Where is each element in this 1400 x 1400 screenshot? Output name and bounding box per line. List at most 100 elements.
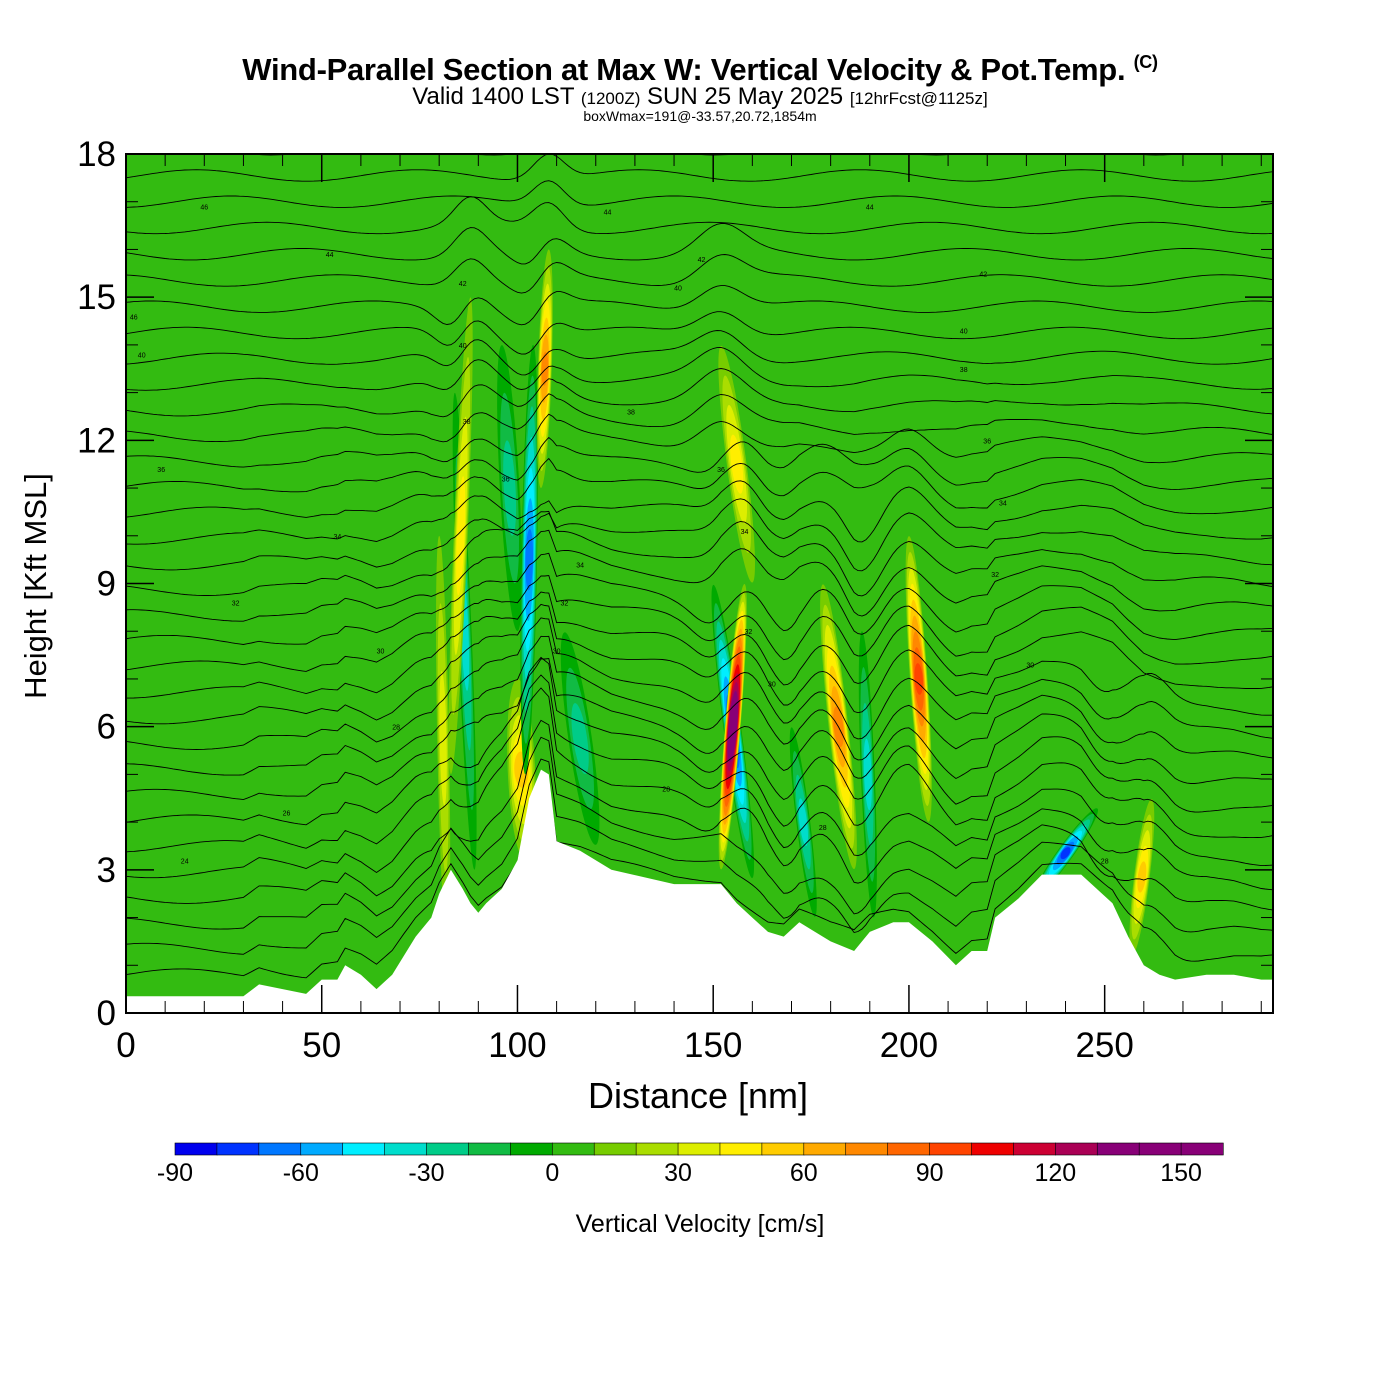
colorbar-segment — [510, 1142, 553, 1156]
theta-isentrope — [126, 674, 1273, 853]
velocity-band — [858, 631, 877, 918]
y-tick-label: 9 — [97, 565, 116, 604]
theta-isentrope — [126, 575, 1273, 672]
chart-subtitle: Valid 1400 LST (1200Z) SUN 25 May 2025 [… — [0, 83, 1400, 111]
theta-contour-label: 34 — [741, 529, 749, 536]
theta-contour-label: 40 — [138, 352, 146, 359]
theta-contour-label: 28 — [1101, 858, 1109, 865]
theta-contour-label: 28 — [662, 787, 670, 794]
x-tick-label: 150 — [684, 1026, 742, 1065]
theta-isentrope — [126, 254, 1273, 294]
colorbar-segment — [216, 1142, 260, 1156]
velocity-band — [497, 345, 523, 632]
theta-contour-label: 32 — [745, 629, 753, 636]
theta-isentrope — [126, 617, 1273, 750]
theta-contour-label: 40 — [459, 343, 467, 350]
theta-isentrope — [126, 180, 1273, 208]
theta-isentrope — [126, 154, 1273, 182]
theta-isentrope — [126, 591, 1273, 699]
theta-isentrope — [126, 781, 1273, 979]
theta-contour-label: 34 — [999, 500, 1007, 507]
velocity-contour-fill — [541, 351, 549, 386]
terrain — [126, 769, 1273, 1013]
theta-contour-label: 36 — [717, 467, 725, 474]
x-tick-label: 200 — [880, 1026, 938, 1065]
y-tick-label: 12 — [77, 421, 116, 460]
colorbar-tick-label: 30 — [664, 1159, 692, 1187]
theta-isentrope — [126, 285, 1273, 326]
velocity-contour-fill — [914, 663, 923, 695]
theta-contour-label: 38 — [960, 367, 968, 374]
theta-isentrope — [126, 758, 1273, 955]
theta-contour-label: 44 — [604, 209, 612, 216]
box-wmax-info: boxWmax=191@-33.57,20.72,1854m — [583, 108, 817, 124]
colorbar-tick-label: 120 — [1034, 1159, 1076, 1187]
colorbar-segment — [1013, 1142, 1056, 1156]
colorbar-segment — [719, 1142, 763, 1156]
velocity-contour-fill — [729, 717, 737, 736]
colorbar-tick-label: 90 — [916, 1159, 944, 1187]
theta-contour-label: 38 — [627, 410, 635, 417]
field-background — [126, 154, 1273, 1013]
theta-isentrope — [126, 368, 1273, 418]
theta-contour-label: 30 — [377, 648, 385, 655]
theta-isentrope — [126, 480, 1273, 545]
theta-contour-label: 42 — [979, 271, 987, 278]
theta-contour-label: 36 — [502, 477, 510, 484]
copyright-mark: (C) — [1133, 52, 1158, 72]
velocity-band — [789, 727, 817, 917]
theta-isentrope — [126, 635, 1273, 776]
theta-contour-label: 30 — [553, 648, 561, 655]
velocity-contour-fill — [456, 476, 466, 596]
theta-contour-label: 24 — [181, 858, 189, 865]
theta-isentrope — [126, 117, 1273, 128]
velocity-contour-fill — [439, 671, 447, 807]
theta-isentrope — [126, 196, 1273, 235]
theta-contour-label: 32 — [561, 601, 569, 608]
velocity-contour-fill — [1060, 847, 1071, 860]
theta-contour-label: 34 — [576, 562, 584, 569]
theta-contour-label: 30 — [768, 682, 776, 689]
colorbar-segment — [803, 1142, 847, 1156]
colorbar-segment — [342, 1142, 386, 1156]
theta-contour-label: 40 — [960, 329, 968, 336]
theta-isentrope — [126, 330, 1273, 376]
colorbar-segment — [1138, 1142, 1182, 1156]
theta-contour-label: 42 — [459, 281, 467, 288]
chart-title: Wind-Parallel Section at Max W: Vertical… — [0, 52, 1400, 88]
y-axis-label: Height [Kft MSL] — [18, 473, 53, 699]
theta-contour-label: 32 — [991, 572, 999, 579]
colorbar-tick-label: -30 — [408, 1159, 444, 1187]
colorbar-segment — [468, 1142, 511, 1156]
theta-contour-label: 46 — [130, 314, 138, 321]
theta-contour-label: 44 — [866, 205, 874, 212]
colorbar-segment — [593, 1142, 637, 1156]
colorbar-segment — [635, 1142, 679, 1156]
colorbar-tick-label: 150 — [1160, 1159, 1202, 1187]
colorbar-segment — [258, 1142, 302, 1156]
theta-isentrope — [126, 736, 1273, 930]
colorbar-segment — [300, 1142, 344, 1156]
x-tick-label: 100 — [488, 1026, 546, 1065]
velocity-band — [436, 535, 451, 942]
velocity-contour-fill — [571, 703, 589, 775]
colorbar-segment — [1180, 1142, 1224, 1156]
y-tick-label: 15 — [77, 278, 116, 317]
colorbar-tick-label: -90 — [157, 1159, 193, 1187]
theta-contour-label: 40 — [674, 286, 682, 293]
plot-area: 46 44 46 40 36 34 32 30 28 26 24 42 40 38 36 44 42 40 38 34… — [126, 117, 1273, 1013]
theta-isentrope — [126, 498, 1273, 572]
theta-isentrope — [126, 552, 1273, 645]
theta-contour-label: 38 — [463, 419, 471, 426]
colorbar-segment — [761, 1142, 805, 1156]
velocity-band — [560, 632, 600, 845]
potential-temperature-contours — [126, 117, 1273, 979]
colorbar-segment — [174, 1142, 218, 1156]
theta-isentrope — [126, 457, 1273, 518]
theta-isentrope — [126, 603, 1273, 725]
colorbar-segment — [384, 1142, 428, 1156]
y-tick-label: 3 — [97, 851, 116, 890]
x-tick-label: 0 — [116, 1026, 135, 1065]
forecast-info: [12hrFcst@1125z] — [849, 89, 988, 108]
